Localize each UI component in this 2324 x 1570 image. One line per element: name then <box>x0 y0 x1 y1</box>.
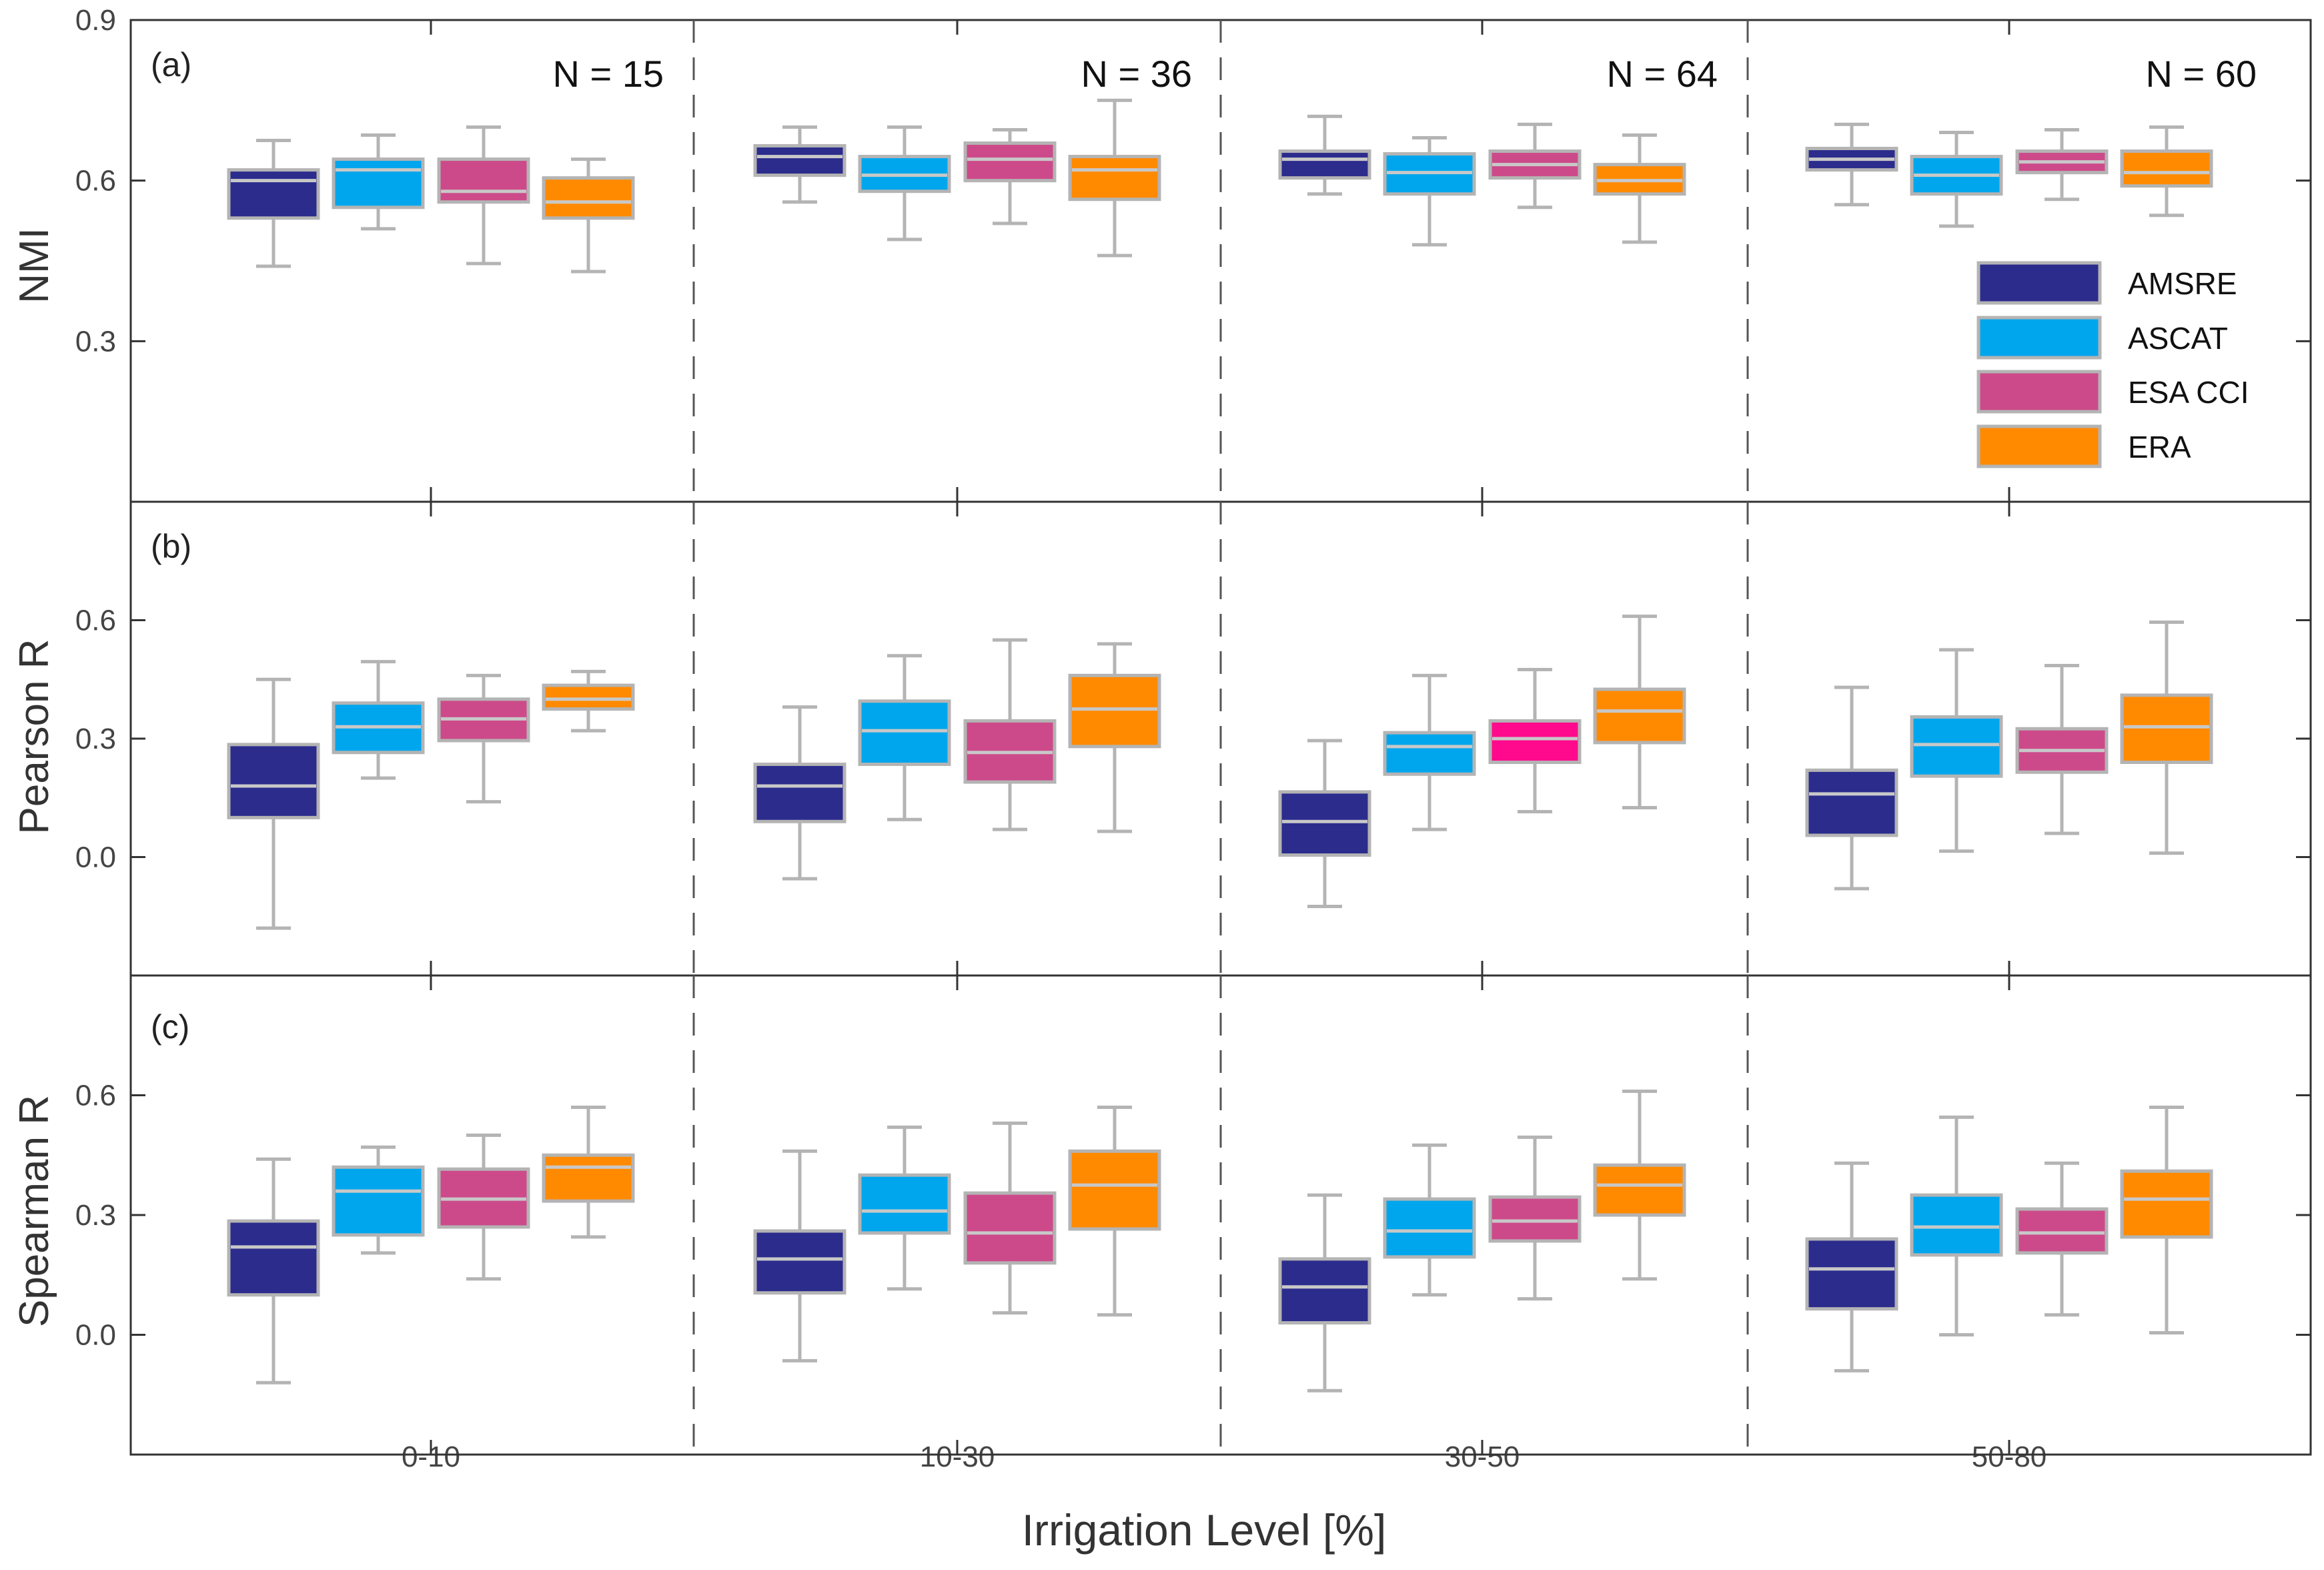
panel-c-ylabel: Spearman R <box>11 1095 57 1327</box>
y-tick-label: 0.0 <box>75 1319 116 1352</box>
box-amsre <box>227 743 320 819</box>
box-ascat <box>332 157 425 210</box>
legend-swatch-ascat <box>1976 316 2102 360</box>
panel-b-tag: (b) <box>151 528 191 565</box>
box-era <box>1593 687 1686 745</box>
y-tick-label: 0.6 <box>75 165 116 198</box>
plot-layer: 0.3 0.6 0.9 0.0 0.3 0.6 0.0 0.3 0.6 <box>75 4 2312 1456</box>
legend-label-ascat: ASCAT <box>2128 321 2228 356</box>
legend-label-esa-cci: ESA CCI <box>2128 375 2249 410</box>
box-era <box>1068 155 1161 202</box>
box-esa-cci <box>437 157 530 204</box>
box-amsre <box>753 1229 846 1295</box>
panel-a-ylabel: NMI <box>11 228 57 304</box>
box-ascat <box>332 1165 425 1237</box>
group-count-3: N = 60 <box>2145 53 2257 95</box>
group-count-1: N = 36 <box>1081 53 1192 95</box>
box-amsre <box>753 144 846 177</box>
box-ascat <box>858 1173 951 1235</box>
box-era <box>2120 693 2213 764</box>
box-amsre <box>1805 768 1898 837</box>
box-amsre <box>753 762 846 823</box>
box-esa-cci <box>963 1191 1057 1265</box>
box-era <box>2120 149 2213 188</box>
box-amsre <box>227 168 320 220</box>
panel-c-tag: (c) <box>151 1008 189 1046</box>
box-ascat <box>1383 731 1476 776</box>
y-tick-label: 0.3 <box>75 1199 116 1232</box>
y-tick-label: 0.9 <box>75 4 116 37</box>
box-amsre <box>227 1219 320 1297</box>
panel-b-ylabel: Pearson R <box>11 639 57 835</box>
legend-label-amsre: AMSRE <box>2128 266 2237 301</box>
box-era <box>1068 1149 1161 1231</box>
x-axis-label: Irrigation Level [%] <box>1022 1505 1387 1555</box>
box-esa-cci <box>1488 719 1582 764</box>
y-tick-label: 0.0 <box>75 841 116 874</box>
y-tick-label: 0.3 <box>75 723 116 755</box>
box-amsre <box>1278 1257 1371 1325</box>
legend-swatch-era <box>1976 424 2102 468</box>
legend: AMSRE ASCAT ESA CCI ERA <box>1976 261 2249 468</box>
box-era <box>542 683 635 711</box>
legend-swatch-esa-cci <box>1976 370 2102 414</box>
box-amsre <box>1805 1237 1898 1311</box>
box-esa-cci <box>1488 1195 1582 1243</box>
box-esa-cci <box>2015 1207 2109 1255</box>
panel-a-tag: (a) <box>151 46 191 83</box>
box-era <box>542 1153 635 1203</box>
box-era <box>1068 673 1161 749</box>
group-count-2: N = 64 <box>1606 53 1718 95</box>
box-era <box>1593 1163 1686 1217</box>
box-ascat <box>1383 1197 1476 1259</box>
group-count-0: N = 15 <box>552 53 664 95</box>
legend-swatch-amsre <box>1976 261 2102 305</box>
box-ascat <box>1910 1193 2003 1257</box>
box-ascat <box>858 699 951 766</box>
box-ascat <box>1910 715 2003 778</box>
box-era <box>2120 1169 2213 1239</box>
legend-label-era: ERA <box>2128 430 2191 464</box>
box-esa-cci <box>963 141 1057 183</box>
box-amsre <box>1278 149 1371 180</box>
y-tick-label: 0.6 <box>75 1080 116 1112</box>
box-era <box>542 176 635 220</box>
y-tick-label: 0.3 <box>75 325 116 358</box>
box-amsre <box>1278 790 1371 857</box>
y-tick-label: 0.6 <box>75 605 116 637</box>
